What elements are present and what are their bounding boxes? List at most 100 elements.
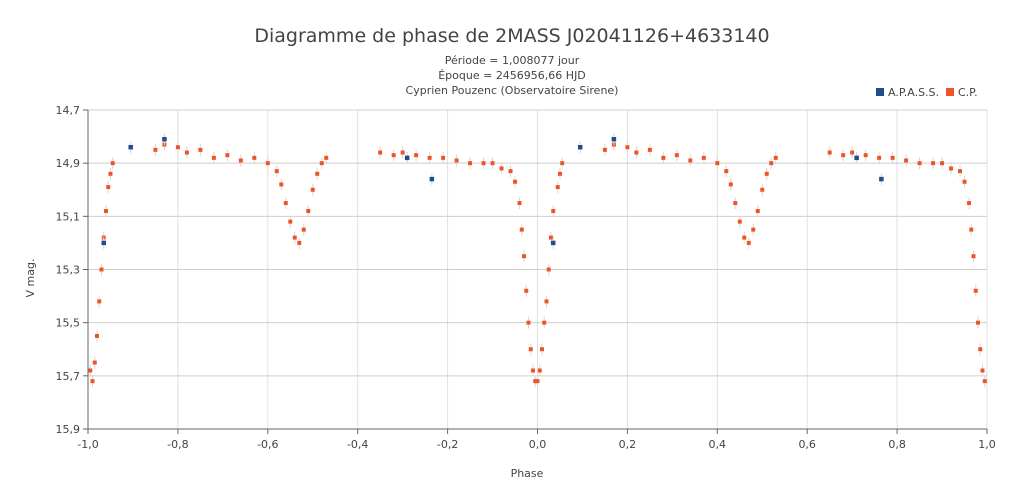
x-tick-label: 0,8: [888, 438, 906, 451]
cp-point: [973, 288, 978, 293]
cp-point: [737, 219, 742, 224]
cp-point: [602, 147, 607, 152]
cp-point: [288, 219, 293, 224]
cp-point: [850, 150, 855, 155]
cp-point: [751, 227, 756, 232]
apass-point: [162, 136, 167, 142]
cp-point: [715, 161, 720, 166]
apass-point: [404, 155, 410, 161]
cp-point: [625, 145, 630, 150]
cp-point: [310, 187, 315, 192]
cp-point: [454, 158, 459, 163]
cp-point: [315, 171, 320, 176]
cp-point: [969, 227, 974, 232]
cp-point: [976, 320, 981, 325]
y-axis-label: V mag.: [24, 259, 37, 298]
cp-point: [841, 153, 846, 158]
cp-point: [764, 171, 769, 176]
cp-point: [522, 254, 527, 259]
cp-point: [746, 240, 751, 245]
cp-point: [97, 299, 102, 304]
x-tick-label: -0,4: [347, 438, 368, 451]
cp-point: [252, 155, 257, 160]
apass-point: [577, 144, 583, 150]
cp-point: [238, 158, 243, 163]
cp-point: [755, 209, 760, 214]
cp-point: [414, 153, 419, 158]
cp-point: [917, 161, 922, 166]
cp-point: [724, 169, 729, 174]
legend-cp-swatch: [946, 88, 954, 96]
cp-point: [526, 320, 531, 325]
cp-point: [90, 379, 95, 384]
x-tick-label: -0,8: [167, 438, 188, 451]
cp-point: [108, 171, 113, 176]
cp-point: [551, 209, 556, 214]
cp-point: [980, 368, 985, 373]
cp-point: [544, 299, 549, 304]
y-tick-label: 15,7: [56, 370, 81, 383]
cp-point: [535, 379, 540, 384]
chart-subtitle-author: Cyprien Pouzenc (Observatoire Sirene): [406, 84, 619, 97]
chart-subtitle-period: Période = 1,008077 jour: [445, 54, 580, 67]
cp-point: [306, 209, 311, 214]
cp-point: [557, 171, 562, 176]
cp-point: [499, 166, 504, 171]
cp-point: [99, 267, 104, 272]
y-tick-label: 15,9: [56, 423, 81, 436]
cp-point: [647, 147, 652, 152]
apass-point: [429, 176, 435, 182]
y-tick-label: 14,9: [56, 157, 81, 170]
apass-point: [550, 240, 556, 246]
y-tick-label: 15,3: [56, 264, 81, 277]
cp-point: [733, 201, 738, 206]
x-tick-label: 0,4: [709, 438, 727, 451]
cp-point: [904, 158, 909, 163]
legend-cp-label: C.P.: [958, 86, 978, 99]
cp-point: [517, 201, 522, 206]
cp-point: [106, 185, 111, 190]
cp-point: [292, 235, 297, 240]
cp-point: [531, 368, 536, 373]
y-tick-label: 15,1: [56, 210, 81, 223]
cp-point: [103, 209, 108, 214]
cp-point: [297, 240, 302, 245]
apass-point: [611, 136, 617, 142]
x-tick-label: -1,0: [77, 438, 98, 451]
cp-point: [560, 161, 565, 166]
cp-point: [555, 185, 560, 190]
x-tick-label: 1,0: [978, 438, 996, 451]
apass-point: [854, 155, 859, 161]
cp-point: [528, 347, 533, 352]
chart-title: Diagramme de phase de 2MASS J02041126+46…: [254, 25, 769, 47]
data-points: [88, 133, 987, 388]
cp-point: [391, 153, 396, 158]
cp-point: [634, 150, 639, 155]
x-tick-label: -0,6: [257, 438, 278, 451]
cp-point: [863, 153, 868, 158]
cp-point: [877, 155, 882, 160]
cp-point: [971, 254, 976, 259]
cp-point: [324, 155, 329, 160]
x-tick-label: 0,2: [619, 438, 637, 451]
cp-point: [175, 145, 180, 150]
legend-apass-swatch: [876, 88, 884, 96]
legend: A.P.A.S.S. C.P.: [876, 86, 978, 99]
cp-point: [967, 201, 972, 206]
y-tick-label: 15,5: [56, 317, 81, 330]
cp-point: [962, 179, 967, 184]
cp-point: [548, 235, 553, 240]
cp-point: [88, 368, 93, 373]
cp-point: [301, 227, 306, 232]
cp-point: [319, 161, 324, 166]
cp-point: [519, 227, 524, 232]
cp-point: [378, 150, 383, 155]
cp-point: [982, 379, 987, 384]
cp-point: [279, 182, 284, 187]
cp-point: [958, 169, 963, 174]
cp-point: [661, 155, 666, 160]
cp-point: [184, 150, 189, 155]
cp-point: [427, 155, 432, 160]
x-tick-label: 0,6: [798, 438, 816, 451]
